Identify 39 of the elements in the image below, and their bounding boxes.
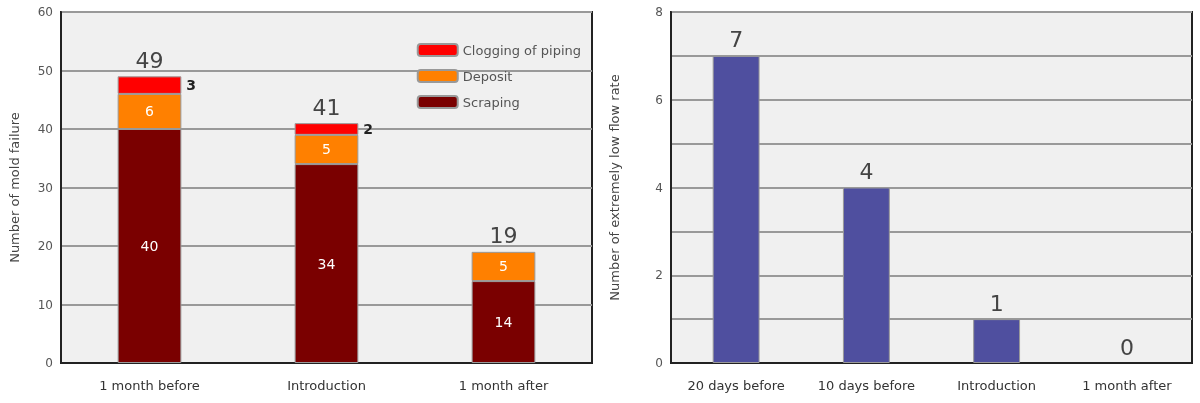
x-tick-label: 10 days before — [817, 378, 916, 393]
data-label: 2 — [363, 121, 374, 137]
y-tick-label: 0 — [655, 356, 663, 370]
x-tick-label: Introduction — [957, 378, 1036, 393]
y-tick-label: 2 — [655, 268, 663, 283]
total-label: 49 — [135, 47, 164, 73]
legend-label: Clogging of piping — [462, 42, 581, 58]
y-tick-label: 4 — [655, 180, 663, 195]
y-axis-title: Number of mold failure — [7, 112, 22, 263]
data-label: 4 — [859, 159, 874, 184]
total-label: 19 — [489, 223, 518, 249]
data-label: 5 — [499, 258, 508, 275]
y-tick-label: 0 — [45, 356, 53, 370]
data-label: 5 — [322, 141, 331, 158]
data-label: 40 — [140, 238, 159, 254]
x-tick-label: 1 month before — [99, 378, 200, 393]
x-tick-label: 20 days before — [687, 378, 785, 393]
y-tick-label: 30 — [37, 180, 53, 195]
x-tick-label: Introduction — [287, 378, 366, 393]
data-label: 34 — [317, 255, 336, 272]
legend-label: Scraping — [462, 94, 520, 110]
y-tick-label: 20 — [37, 239, 53, 253]
x-tick-label: 1 month after — [458, 378, 549, 393]
y-tick-label: 60 — [37, 5, 53, 19]
data-label: 14 — [494, 314, 513, 331]
y-tick-label: 10 — [37, 297, 53, 312]
data-label: 7 — [729, 27, 744, 53]
y-tick-label: 50 — [37, 63, 53, 78]
data-label: 1 — [989, 290, 1004, 316]
y-axis-title: Number of extremely low flow rate — [607, 74, 622, 301]
y-tick-label: 40 — [37, 122, 53, 136]
data-label: 3 — [186, 77, 197, 94]
legend-label: Deposit — [462, 68, 513, 84]
x-tick-label: 1 month after — [1082, 378, 1173, 393]
data-label: 6 — [145, 103, 155, 120]
data-label: 0 — [1119, 334, 1134, 360]
y-tick-label: 6 — [655, 92, 663, 107]
y-tick-label: 8 — [655, 5, 663, 19]
total-label: 41 — [312, 94, 341, 120]
